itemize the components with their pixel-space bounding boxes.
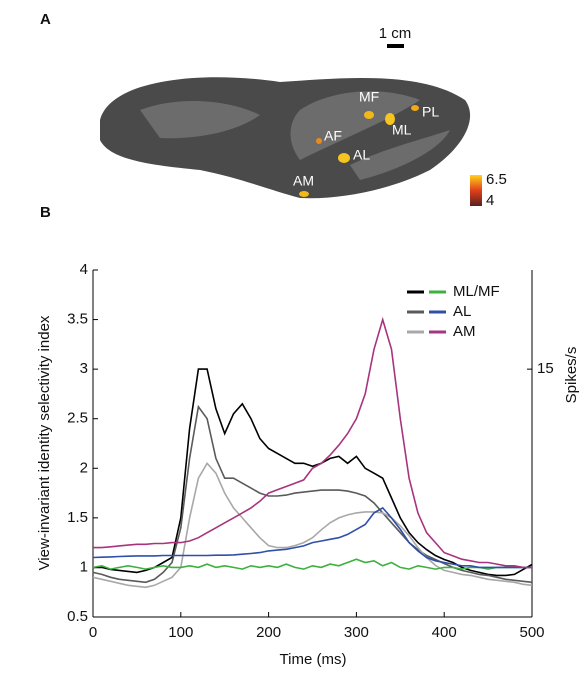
region-label: ML xyxy=(392,122,412,138)
y2-tick-label: 15 xyxy=(537,360,554,377)
panel-label: B xyxy=(40,204,51,221)
series-line xyxy=(93,368,533,577)
panel-label: A xyxy=(40,11,51,28)
y-axis-label: View-invariant identity selectivity inde… xyxy=(36,315,53,570)
x-tick-label: 200 xyxy=(256,624,281,641)
scale-label: 1 cm xyxy=(379,25,412,42)
y2-axis-label: Spikes/s xyxy=(563,347,580,404)
legend-label: AL xyxy=(453,303,471,320)
region-label: AF xyxy=(324,128,342,144)
brain-surface xyxy=(100,77,471,199)
region-label: MF xyxy=(359,89,379,105)
y-tick-label: 3 xyxy=(80,360,88,377)
y-tick-label: 1.5 xyxy=(67,509,88,526)
x-tick-label: 0 xyxy=(89,624,97,641)
region-label: PL xyxy=(422,104,439,120)
x-tick-label: 500 xyxy=(519,624,544,641)
region-patch xyxy=(299,191,309,197)
region-patch xyxy=(316,138,322,144)
region-patch xyxy=(411,105,419,111)
x-axis-label: Time (ms) xyxy=(280,651,347,668)
series-line xyxy=(92,404,533,584)
legend-label: ML/MF xyxy=(453,283,500,300)
y-tick-label: 1 xyxy=(80,558,88,575)
y-tick-label: 3.5 xyxy=(67,311,88,328)
series-line xyxy=(92,461,533,589)
region-label: AL xyxy=(353,147,370,163)
y-tick-label: 0.5 xyxy=(67,608,88,625)
region-patch xyxy=(338,153,350,163)
y-tick-label: 2.5 xyxy=(67,410,88,427)
colorbar-min: 4 xyxy=(486,192,494,209)
y-tick-label: 2 xyxy=(80,459,88,476)
region-patch xyxy=(385,113,395,125)
series-line xyxy=(93,316,532,569)
x-tick-label: 300 xyxy=(344,624,369,641)
x-tick-label: 400 xyxy=(432,624,457,641)
x-tick-label: 100 xyxy=(168,624,193,641)
series-line xyxy=(92,506,532,569)
y-tick-label: 4 xyxy=(80,261,88,278)
region-label: AM xyxy=(293,173,314,189)
colorbar xyxy=(470,175,482,206)
colorbar-max: 6.5 xyxy=(486,171,507,188)
legend-label: AM xyxy=(453,323,476,340)
series-line xyxy=(92,558,532,570)
region-patch xyxy=(364,111,374,119)
